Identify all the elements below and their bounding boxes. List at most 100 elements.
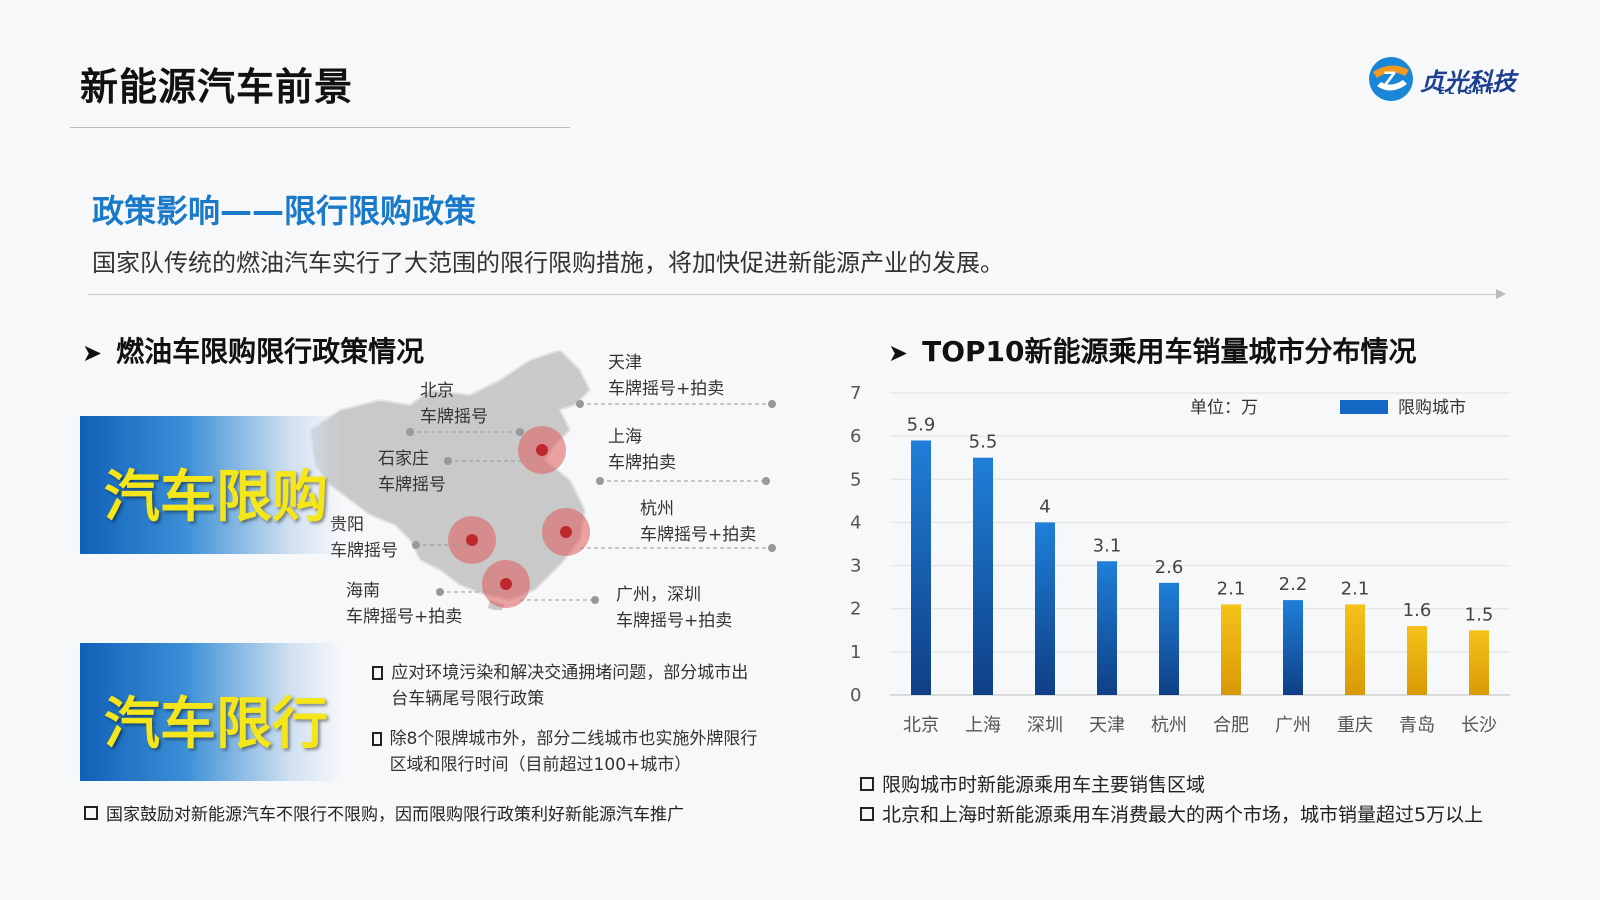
city-label-shanghai: 上海 车牌拍卖 <box>608 424 676 476</box>
arrow-bullet-icon: ➤ <box>82 339 103 367</box>
city-policy: 车牌摇号 <box>378 475 446 495</box>
bar-1 <box>973 457 993 695</box>
arrow-bullet-icon: ➤ <box>888 339 909 367</box>
x-tick-label: 合肥 <box>1213 715 1249 736</box>
marker-guangzhou-shenzhen <box>482 560 530 608</box>
city-label-beijing: 北京 车牌摇号 <box>420 378 488 430</box>
city-label-hainan: 海南 车牌摇号+拍卖 <box>346 578 462 630</box>
svg-text:Z: Z <box>1383 67 1396 92</box>
city-policy: 车牌摇号+拍卖 <box>616 611 733 631</box>
bar-8 <box>1407 625 1427 695</box>
checkbox-bullet-icon <box>860 776 874 791</box>
left-bottom-note: 国家鼓励对新能源汽车不限行不限购，因而限购限行政策利好新能源汽车推广 <box>84 800 684 825</box>
x-tick-label: 上海 <box>965 715 1001 736</box>
left-section-heading: ➤ 燃油车限购限行政策情况 <box>82 330 424 370</box>
bar-value-label: 1.5 <box>1465 604 1494 625</box>
bar-value-label: 2.6 <box>1155 557 1184 578</box>
page-title: 新能源汽车前景 <box>80 65 354 109</box>
bar-value-label: 2.1 <box>1217 578 1246 599</box>
driving-bullet-2: 除8个限牌城市外，部分二线城市也实施外牌限行区域和限行时间（目前超过100+城市… <box>372 726 762 778</box>
bar-value-label: 1.6 <box>1403 600 1432 621</box>
y-tick-label: 3 <box>850 556 861 577</box>
city-label-guangzhou-shenzhen: 广州，深圳 车牌摇号+拍卖 <box>616 582 732 634</box>
y-tick-label: 7 <box>850 383 861 404</box>
bar-6 <box>1283 600 1303 695</box>
city-label-tianjin: 天津 车牌摇号+拍卖 <box>608 350 724 402</box>
banner-text: 汽车限行 <box>104 692 328 757</box>
note-text: 北京和上海时新能源乘用车消费最大的两个市场，城市销量超过5万以上 <box>882 804 1484 826</box>
city-label-hangzhou: 杭州 车牌摇号+拍卖 <box>640 496 756 548</box>
x-tick-label: 北京 <box>903 715 939 736</box>
city-name: 海南 <box>346 581 380 601</box>
company-logo: Z <box>1369 57 1413 101</box>
note-text: 限购城市时新能源乘用车主要销售区域 <box>882 774 1206 796</box>
y-tick-label: 0 <box>850 685 861 706</box>
bar-value-label: 2.2 <box>1279 574 1308 595</box>
x-tick-label: 重庆 <box>1337 715 1373 736</box>
bar-0 <box>911 440 931 695</box>
section-subtitle: 政策影响——限行限购政策 <box>92 192 477 230</box>
chart-unit-label: 单位：万 <box>1190 398 1258 418</box>
checkbox-bullet-icon <box>372 666 384 680</box>
city-policy: 车牌摇号 <box>420 407 488 427</box>
bullet-text: 应对环境污染和解决交通拥堵问题，部分城市出台车辆尾号限行政策 <box>391 663 749 709</box>
marker-guiyang <box>448 516 496 564</box>
bar-5 <box>1221 604 1241 695</box>
y-tick-label: 2 <box>850 599 861 620</box>
driving-restriction-banner: 汽车限行 <box>80 643 342 781</box>
sales-bar-chart: 0 1 2 3 4 5 6 7 5.9 北京 5.5 上海 4 深圳 3.1 天津 2.6 杭州 2.1 合肥 2.2 广… <box>850 383 1510 736</box>
bar-2 <box>1035 522 1055 695</box>
intro-text: 国家队传统的燃油汽车实行了大范围的限行限购措施，将加快促进新能源产业的发展。 <box>92 249 1004 277</box>
title-divider <box>70 127 570 128</box>
left-heading-text: 燃油车限购限行政策情况 <box>116 335 425 368</box>
bar-value-label: 4 <box>1039 496 1050 517</box>
marker-beijing-tianjin <box>518 426 566 474</box>
city-policy: 车牌摇号+拍卖 <box>346 607 463 627</box>
legend-label: 限购城市 <box>1398 398 1466 418</box>
checkbox-bullet-icon <box>372 732 382 746</box>
city-name: 天津 <box>608 353 642 373</box>
bar-value-label: 5.5 <box>969 432 998 453</box>
city-name: 杭州 <box>640 499 674 519</box>
city-policy: 车牌拍卖 <box>608 453 676 473</box>
x-tick-label: 长沙 <box>1461 715 1497 736</box>
bar-9 <box>1469 630 1489 695</box>
banner-text: 汽车限购 <box>104 465 328 530</box>
y-tick-label: 6 <box>850 426 861 447</box>
city-policy: 车牌摇号 <box>330 541 398 561</box>
marker-shanghai-hangzhou <box>542 508 590 556</box>
note-text: 国家鼓励对新能源汽车不限行不限购，因而限购限行政策利好新能源汽车推广 <box>106 805 684 825</box>
city-label-shijiazhuang: 石家庄 车牌摇号 <box>378 446 446 498</box>
x-tick-label: 广州 <box>1275 715 1311 736</box>
checkbox-bullet-icon <box>84 806 98 820</box>
bar-value-label: 3.1 <box>1093 535 1122 556</box>
bar-value-label: 5.9 <box>907 414 936 435</box>
legend-swatch <box>1340 400 1388 414</box>
checkbox-bullet-icon <box>860 806 874 821</box>
driving-bullet-1: 应对环境污染和解决交通拥堵问题，部分城市出台车辆尾号限行政策 <box>372 660 762 712</box>
content-divider <box>88 294 1498 295</box>
bar-4 <box>1159 582 1179 695</box>
right-note-2: 北京和上海时新能源乘用车消费最大的两个市场，城市销量超过5万以上 <box>860 800 1483 827</box>
city-name: 上海 <box>608 427 642 447</box>
city-name: 石家庄 <box>378 449 429 469</box>
purchase-restriction-banner: 汽车限购 <box>80 416 342 554</box>
y-tick-label: 1 <box>850 642 861 663</box>
divider-arrow-icon <box>1496 289 1506 299</box>
city-name: 北京 <box>420 381 454 401</box>
right-section-heading: ➤ TOP10新能源乘用车销量城市分布情况 <box>888 330 1417 370</box>
x-tick-label: 杭州 <box>1151 715 1187 736</box>
x-tick-label: 深圳 <box>1027 715 1063 736</box>
y-tick-label: 4 <box>850 512 861 533</box>
bar-3 <box>1097 561 1117 695</box>
logo-name: 贞光科技 <box>1420 68 1516 96</box>
y-tick-label: 5 <box>850 469 861 490</box>
city-policy: 车牌摇号+拍卖 <box>608 379 725 399</box>
x-tick-label: 天津 <box>1089 715 1125 736</box>
x-tick-label: 青岛 <box>1399 715 1435 736</box>
bar-7 <box>1345 604 1365 695</box>
bar-value-label: 2.1 <box>1341 578 1370 599</box>
bullet-text: 除8个限牌城市外，部分二线城市也实施外牌限行区域和限行时间（目前超过100+城市… <box>389 729 758 775</box>
right-note-1: 限购城市时新能源乘用车主要销售区域 <box>860 770 1205 797</box>
